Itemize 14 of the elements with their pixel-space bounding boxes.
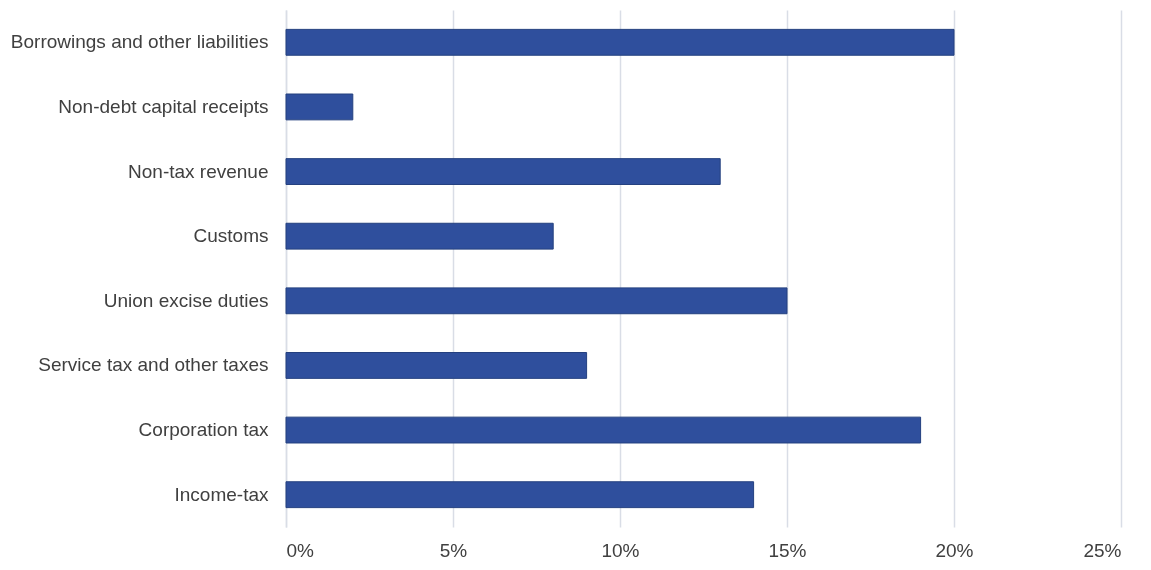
- y-tick-label: Non-tax revenue: [128, 160, 269, 182]
- x-tick-label: 15%: [768, 539, 807, 561]
- y-tick-label: Borrowings and other liabilities: [10, 31, 269, 53]
- x-tick-label: 25%: [1083, 539, 1122, 561]
- x-tick-label: 20%: [935, 539, 974, 561]
- x-tick-label: 10%: [601, 539, 640, 561]
- y-tick-label: Non-debt capital receipts: [58, 95, 269, 117]
- y-tick-label: Customs: [193, 225, 269, 247]
- y-tick-label: Service tax and other taxes: [38, 354, 269, 376]
- y-tick-label: Union excise duties: [103, 289, 269, 311]
- y-tick-label: Corporation tax: [138, 419, 269, 441]
- x-tick-label: 5%: [439, 539, 468, 561]
- y-tick-label: Income-tax: [174, 483, 269, 505]
- x-tick-label: 0%: [286, 539, 315, 561]
